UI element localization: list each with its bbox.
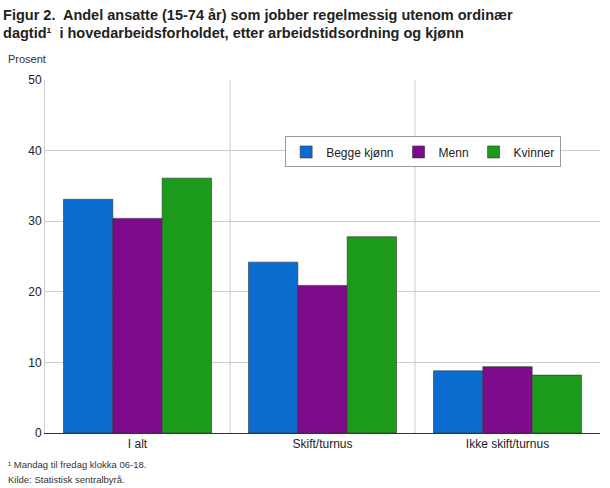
svg-text:20: 20 (28, 285, 42, 299)
svg-text:0: 0 (35, 426, 42, 440)
svg-text:¹ Mandag til fredag klokka 06-: ¹ Mandag til fredag klokka 06-18. (8, 459, 146, 470)
svg-text:Kilde: Statistisk sentralbyrå.: Kilde: Statistisk sentralbyrå. (8, 474, 125, 485)
svg-text:30: 30 (28, 214, 42, 228)
svg-text:Menn: Menn (439, 146, 469, 160)
svg-text:40: 40 (28, 144, 42, 158)
svg-text:I alt: I alt (128, 437, 148, 451)
svg-text:Prosent: Prosent (8, 53, 46, 65)
svg-text:Begge kjønn: Begge kjønn (326, 146, 393, 160)
svg-text:50: 50 (28, 73, 42, 87)
svg-text:Figur 2. Andel ansatte (15-74: Figur 2. Andel ansatte (15-74 år) som jo… (3, 7, 513, 42)
svg-text:10: 10 (28, 356, 42, 370)
svg-text:Skift/turnus: Skift/turnus (292, 437, 352, 451)
svg-text:Kvinner: Kvinner (514, 146, 555, 160)
svg-text:Ikke skift/turnus: Ikke skift/turnus (466, 437, 549, 451)
